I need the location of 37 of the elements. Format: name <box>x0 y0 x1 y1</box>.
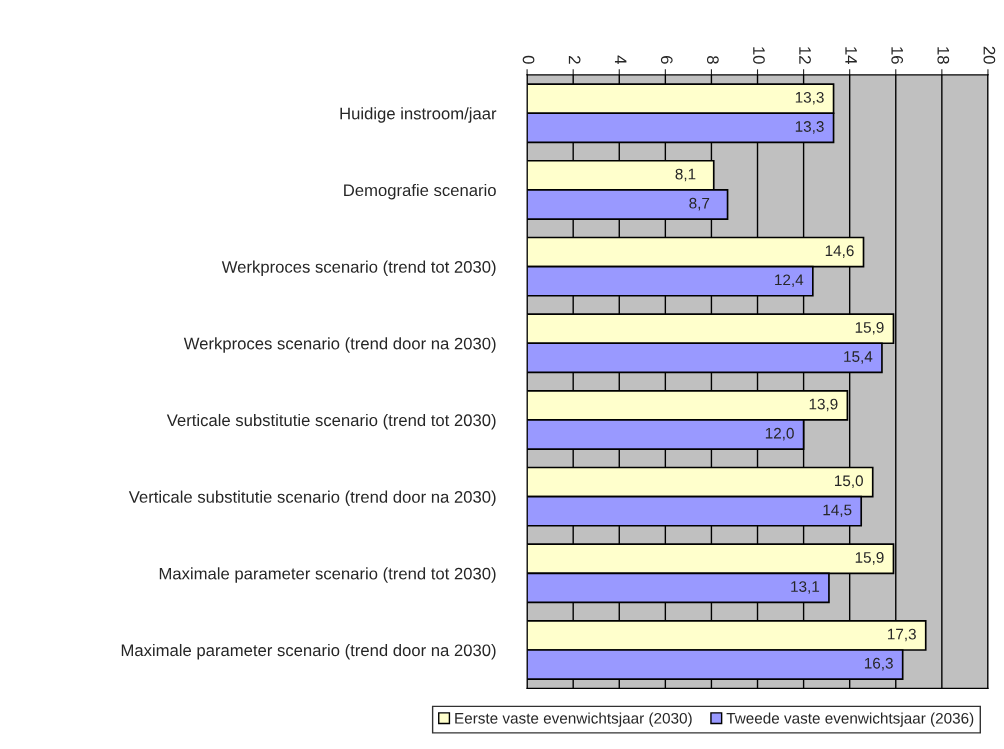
x-tick-label: 0 <box>522 55 535 64</box>
data-label: 14,5 <box>823 504 852 518</box>
x-tick-label: 12 <box>799 47 811 64</box>
legend-label: Tweede vaste evenwichtsjaar (2036) <box>726 712 974 727</box>
data-label: 8,1 <box>675 168 696 182</box>
data-label: 15,0 <box>835 475 863 488</box>
data-label: 15,9 <box>855 321 884 335</box>
data-label: 16,3 <box>864 657 893 671</box>
x-tick-label: 14 <box>845 47 857 64</box>
data-label: 12,0 <box>765 427 794 441</box>
y-tick-label: Verticale substitutie scenario (trend door na 2030) <box>128 490 496 507</box>
data-label: 13,9 <box>809 398 838 412</box>
data-label: 13,3 <box>795 91 824 105</box>
x-tick-label: 8 <box>706 55 719 64</box>
x-tick-label: 4 <box>614 55 627 64</box>
data-label: 15,9 <box>855 552 884 565</box>
data-label: 17,3 <box>888 628 916 642</box>
x-tick-label: 18 <box>937 47 950 64</box>
data-label: 15,4 <box>844 351 873 364</box>
data-label: 13,1 <box>791 581 820 594</box>
y-tick-label: Verticale substitutie scenario (trend tot 2030) <box>166 413 496 430</box>
x-tick-label: 6 <box>660 56 673 64</box>
x-tick-label: 10 <box>753 47 765 64</box>
legend-label: Eerste vaste evenwichtsjaar (2030) <box>455 712 692 727</box>
y-tick-label: Huidige instroom/jaar <box>340 107 497 123</box>
x-tick-label: 16 <box>891 47 904 64</box>
data-label: 12,4 <box>775 274 804 288</box>
y-tick-label: Demografie scenario <box>344 183 496 200</box>
x-tick-label: 20 <box>983 46 996 64</box>
data-label: 8,7 <box>689 197 710 211</box>
y-tick-label: Werkproces scenario (trend tot 2030) <box>221 260 496 277</box>
y-tick-label: Maximale parameter scenario (trend door na 2030) <box>121 643 496 660</box>
x-tick-label: 2 <box>568 56 581 64</box>
y-tick-label: Maximale parameter scenario (trend tot 2030) <box>159 567 496 583</box>
y-tick-label: Werkproces scenario (trend door na 2030) <box>183 337 496 353</box>
data-label: 14,6 <box>825 245 854 258</box>
data-label: 13,3 <box>795 121 824 134</box>
